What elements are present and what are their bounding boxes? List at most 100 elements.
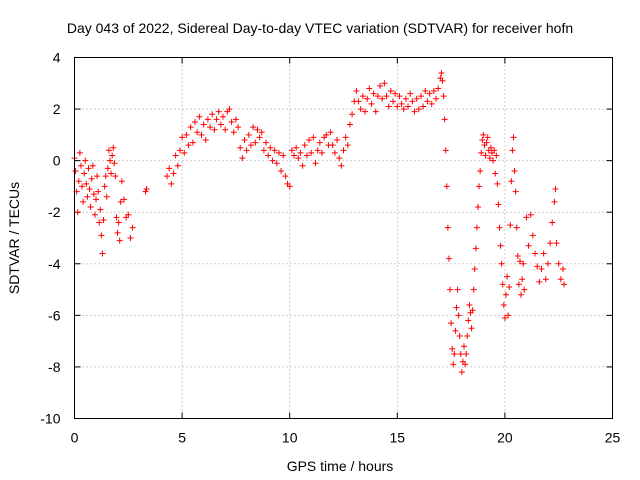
data-point <box>113 214 120 221</box>
data-point <box>254 126 261 133</box>
data-point <box>511 167 518 174</box>
data-point <box>515 281 522 288</box>
data-point <box>295 155 302 162</box>
data-point <box>202 137 209 144</box>
data-point <box>189 139 196 146</box>
data-point <box>316 139 323 146</box>
data-point <box>396 93 403 100</box>
x-tick-label: 15 <box>390 430 406 446</box>
data-point <box>411 108 418 115</box>
data-point <box>552 186 559 193</box>
data-point <box>108 170 115 177</box>
data-point <box>532 250 539 257</box>
y-tick-label: -4 <box>48 256 61 272</box>
data-point <box>428 100 435 107</box>
data-point <box>222 126 229 133</box>
data-point <box>458 369 465 376</box>
data-point <box>179 134 186 141</box>
data-point <box>235 124 242 131</box>
data-point <box>172 152 179 159</box>
data-point <box>243 147 250 154</box>
data-point <box>492 170 499 177</box>
data-point <box>475 204 481 211</box>
data-point <box>143 186 150 193</box>
data-point <box>518 291 525 298</box>
data-point <box>97 206 104 213</box>
data-point <box>538 265 545 272</box>
data-point <box>490 157 497 164</box>
data-point <box>312 160 319 167</box>
data-point <box>82 157 89 164</box>
data-point <box>494 180 501 187</box>
data-point <box>269 157 276 164</box>
data-point <box>308 149 315 156</box>
data-point <box>336 155 343 162</box>
data-point <box>536 278 543 285</box>
data-point <box>142 188 149 195</box>
data-point <box>105 147 112 154</box>
data-point <box>185 142 192 149</box>
data-point <box>228 118 235 125</box>
data-point <box>402 95 409 102</box>
data-point <box>561 281 568 288</box>
data-point <box>540 250 547 257</box>
data-point <box>215 108 222 115</box>
data-point <box>387 88 394 95</box>
data-point <box>256 134 263 141</box>
data-point <box>103 193 110 200</box>
data-point <box>187 124 194 131</box>
data-point <box>303 152 310 159</box>
data-point <box>118 178 125 185</box>
data-point <box>98 232 105 239</box>
data-point <box>286 183 293 190</box>
data-point <box>409 98 416 105</box>
data-point <box>101 183 108 190</box>
data-point <box>461 343 468 350</box>
data-point <box>89 162 96 169</box>
data-point <box>513 224 520 231</box>
data-point <box>366 85 373 92</box>
data-point <box>529 232 536 239</box>
data-point <box>111 160 118 167</box>
data-point <box>168 180 175 187</box>
data-point <box>439 77 446 84</box>
data-point <box>359 93 366 100</box>
data-point <box>93 196 100 203</box>
data-point <box>555 260 562 267</box>
data-point <box>466 302 473 309</box>
data-point <box>331 149 338 156</box>
data-point <box>438 69 445 76</box>
data-point <box>166 165 173 172</box>
data-point <box>484 134 491 141</box>
y-tick-label: -6 <box>48 307 61 323</box>
data-point <box>74 209 81 216</box>
data-point <box>542 276 549 283</box>
data-point <box>110 144 117 151</box>
data-point <box>497 242 504 249</box>
data-point <box>449 345 456 352</box>
data-point <box>207 124 214 131</box>
data-point <box>549 219 556 226</box>
data-point <box>301 142 308 149</box>
data-point <box>176 147 183 154</box>
data-point <box>453 304 460 311</box>
data-point <box>96 219 103 226</box>
data-point <box>442 147 449 154</box>
data-point <box>455 312 462 319</box>
data-point <box>260 147 267 154</box>
y-tick-label: -10 <box>40 411 60 427</box>
data-point <box>280 152 287 159</box>
data-point <box>450 361 457 368</box>
data-point <box>394 103 401 110</box>
data-point <box>77 162 84 169</box>
data-point <box>85 165 92 172</box>
data-point <box>342 134 349 141</box>
data-point <box>510 134 517 141</box>
data-point <box>505 312 512 319</box>
data-point <box>192 118 199 125</box>
data-point <box>217 121 224 128</box>
data-point <box>426 90 433 97</box>
data-point <box>164 173 171 180</box>
data-point <box>544 260 551 267</box>
data-point <box>415 106 422 113</box>
